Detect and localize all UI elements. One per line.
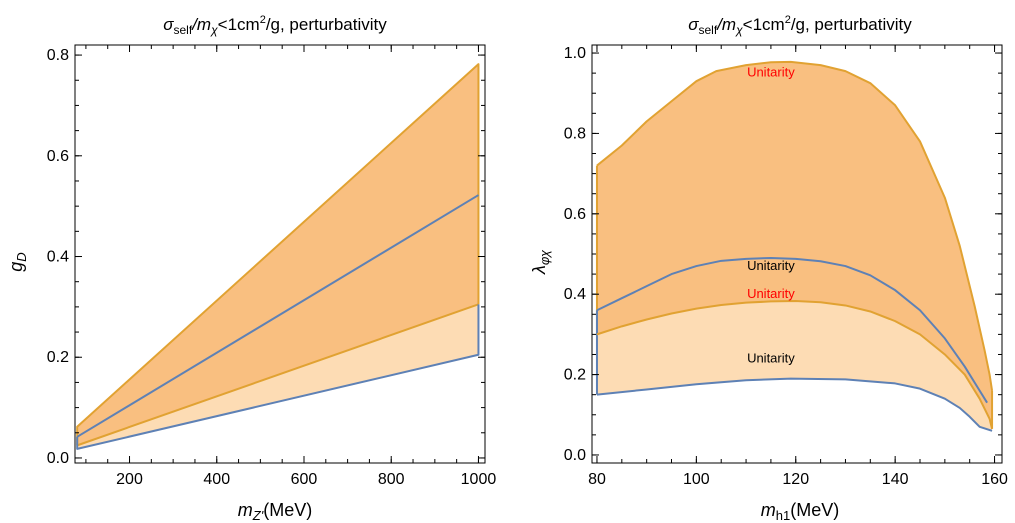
right-axis-ticks: 80 100 120 140 160 0.0 0.2 0.4 0.6 0.8 1.0 <box>564 45 1008 488</box>
panel-right: σself/mχ<1cm2/g, perturbativity Unitarit… <box>529 14 1008 523</box>
right-plot-area: Unitarity Unitarity Unitarity Unitarity <box>595 60 994 432</box>
left-plot-frame <box>74 44 486 464</box>
left-y-tick-label: 0.6 <box>47 148 69 165</box>
left-title-self: self <box>174 23 193 37</box>
unitarity-label-4: Unitarity <box>747 351 795 366</box>
right-title-self: self <box>699 23 718 37</box>
left-title-slash-m: /m <box>191 15 211 34</box>
left-plot-area <box>76 63 480 450</box>
right-x-tick-label: 80 <box>588 471 606 488</box>
left-y-tick-label: 0.2 <box>47 349 69 366</box>
right-y-tick-label: 1.0 <box>564 45 586 62</box>
right-title-tail: /g, perturbativity <box>791 15 912 34</box>
left-axis-ticks: 200 400 600 800 1000 0.0 0.2 0.4 0.6 0.8 <box>47 45 497 488</box>
right-title-slash-m: /m <box>716 15 736 34</box>
right-curve-blue-upper <box>596 257 988 404</box>
right-x-axis-label: mh1(MeV) <box>761 500 839 523</box>
right-y-tick-label: 0.4 <box>564 286 586 303</box>
unitarity-label-3: Unitarity <box>747 286 795 301</box>
left-x-axis-label: mZ'(MeV) <box>238 500 312 523</box>
right-title-sq: 2 <box>785 14 791 26</box>
right-y-axis-label: λφχ <box>529 249 552 275</box>
left-x-tick-label: 600 <box>291 471 318 488</box>
left-x-tick-label: 1000 <box>461 471 497 488</box>
right-curve-orange-upper <box>596 60 994 391</box>
right-title-chi: χ <box>735 23 743 37</box>
left-title: σself/mχ<1cm2/g, perturbativity <box>163 14 387 37</box>
right-y-tick-label: 0.6 <box>564 206 586 223</box>
right-title: σself/mχ<1cm2/g, perturbativity <box>688 14 912 37</box>
right-title-sigma: σ <box>688 15 699 34</box>
left-x-tick-label: 800 <box>378 471 405 488</box>
right-region-dark <box>596 61 993 429</box>
left-x-tick-label: 400 <box>203 471 230 488</box>
right-x-tick-label: 120 <box>782 471 809 488</box>
right-curve-orange-lower <box>596 300 994 430</box>
left-title-chi: χ <box>210 23 218 37</box>
left-title-rest: <1cm <box>218 15 260 34</box>
left-curve-blue-3 <box>76 304 480 450</box>
unitarity-label-2: Unitarity <box>747 258 795 273</box>
right-curve-blue-lower <box>596 377 993 432</box>
left-curve-blue-2 <box>76 194 479 438</box>
right-region-light <box>596 301 993 431</box>
left-title-sigma: σ <box>163 15 174 34</box>
right-y-tick-label: 0.0 <box>564 447 586 464</box>
left-region-dark <box>77 64 479 446</box>
right-x-tick-label: 140 <box>882 471 909 488</box>
left-curve-orange-1 <box>76 303 479 447</box>
right-y-tick-label: 0.8 <box>564 125 586 142</box>
right-x-tick-label: 100 <box>683 471 710 488</box>
left-y-tick-label: 0.4 <box>47 249 69 266</box>
right-title-rest: <1cm <box>743 15 785 34</box>
panel-left: σself/mχ<1cm2/g, perturbativity 200 400 60… <box>6 14 496 523</box>
left-y-tick-label: 0.8 <box>47 47 69 64</box>
left-x-tick-label: 200 <box>116 471 143 488</box>
left-y-tick-label: 0.0 <box>47 450 69 467</box>
left-title-tail: /g, perturbativity <box>266 15 387 34</box>
right-y-tick-label: 0.2 <box>564 367 586 384</box>
right-x-tick-label: 160 <box>981 471 1008 488</box>
unitarity-label-1: Unitarity <box>747 64 795 79</box>
left-y-axis-label: gD <box>6 252 29 271</box>
left-title-sq: 2 <box>260 14 266 26</box>
